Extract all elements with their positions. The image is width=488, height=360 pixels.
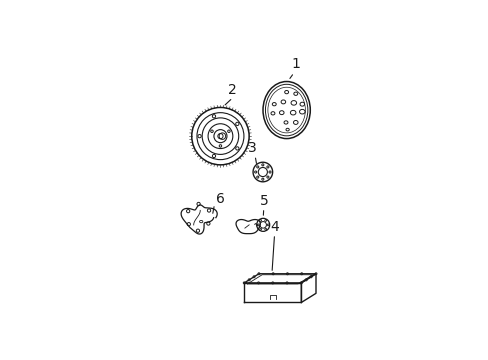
Text: 5: 5 [259, 194, 267, 208]
Text: 1: 1 [291, 57, 300, 71]
Text: 2: 2 [228, 84, 237, 98]
Text: 6: 6 [216, 192, 224, 206]
Text: 4: 4 [270, 220, 278, 234]
Text: 3: 3 [247, 141, 256, 155]
